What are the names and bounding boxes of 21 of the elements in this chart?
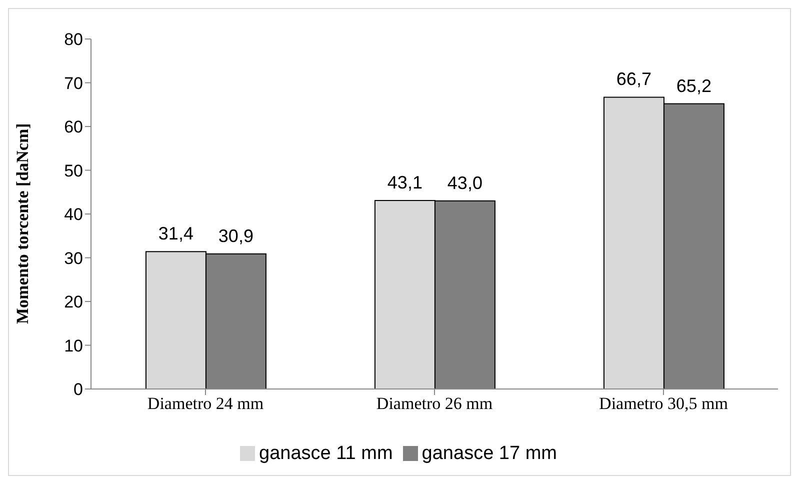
data-label: 31,4: [158, 224, 194, 244]
y-tick-label: 30: [64, 248, 83, 268]
data-label: 66,7: [616, 69, 652, 90]
y-tick-label: 40: [64, 205, 83, 224]
y-tick-label: 20: [64, 292, 83, 312]
legend-label: ganasce 17 mm: [422, 443, 557, 464]
legend-label: ganasce 11 mm: [259, 443, 393, 464]
data-label: 43,1: [387, 172, 422, 192]
data-label: 43,0: [447, 172, 482, 193]
y-tick-label: 60: [64, 118, 83, 137]
y-tick-label: 70: [64, 74, 83, 93]
x-tick-label: Diametro 30,5 mm: [599, 394, 728, 414]
y-tick-label: 50: [64, 161, 83, 180]
y-tick-label: 80: [64, 30, 83, 50]
x-tick-label: Diametro 24 mm: [147, 394, 264, 414]
y-axis-title: Momento torcente [daNcm]: [13, 123, 32, 324]
data-label: 65,2: [676, 76, 712, 96]
y-tick-label: 10: [64, 336, 83, 356]
y-tick-label: 0: [74, 380, 83, 400]
data-label: 30,9: [218, 226, 254, 246]
x-tick-label: Diametro 26 mm: [376, 394, 493, 414]
